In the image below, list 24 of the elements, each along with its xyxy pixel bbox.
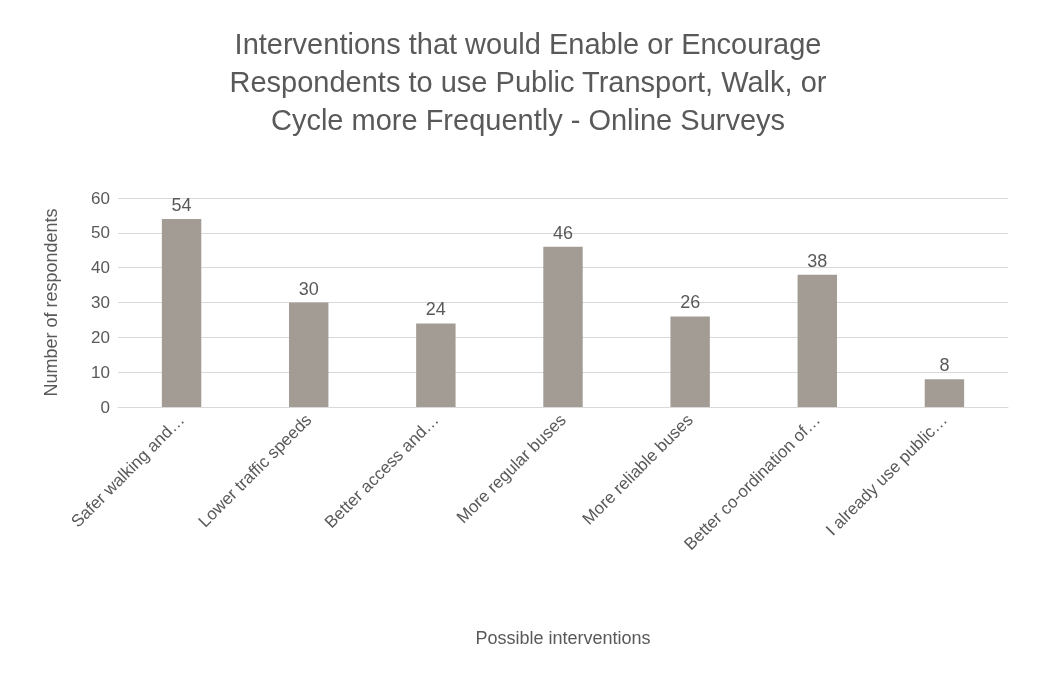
y-tick-label: 60	[91, 188, 110, 208]
data-label: 8	[939, 355, 950, 376]
data-label: 38	[807, 250, 828, 271]
bar	[670, 316, 710, 407]
y-axis-title: Number of respondents	[41, 208, 61, 397]
data-label: 46	[552, 222, 574, 243]
y-tick-label: 20	[91, 327, 110, 347]
bar	[416, 323, 456, 407]
data-label: 30	[298, 278, 319, 299]
data-label: 24	[425, 299, 446, 320]
bar	[289, 302, 329, 407]
x-axis-title: Possible interventions	[475, 628, 651, 648]
data-label: 54	[171, 194, 192, 215]
bar	[797, 274, 837, 407]
bar	[543, 246, 583, 407]
y-tick-label: 0	[100, 397, 110, 417]
bar	[161, 218, 202, 407]
y-tick-label: 40	[91, 258, 110, 278]
y-tick-label: 10	[91, 362, 110, 382]
data-label: 26	[680, 292, 701, 313]
y-tick-label: 50	[91, 223, 110, 243]
chart-title: Interventions that would Enable or Encourage Respondents to use Public Transport, Walk, or Cycle more Frequently - Online Surveys	[229, 28, 827, 136]
bar	[924, 379, 965, 407]
y-tick-label: 30	[91, 293, 110, 312]
